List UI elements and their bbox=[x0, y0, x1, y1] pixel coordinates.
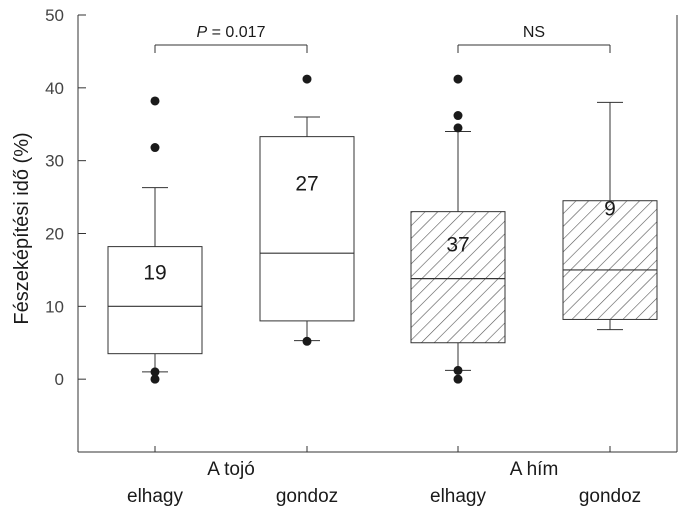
outlier-point bbox=[302, 336, 312, 346]
box-body bbox=[259, 136, 355, 322]
sample-size-label: 19 bbox=[143, 261, 166, 284]
significance-bracket bbox=[154, 44, 308, 53]
y-tick-label-0: 0 bbox=[55, 370, 64, 389]
outlier-point bbox=[302, 74, 312, 84]
significance-bracket bbox=[457, 44, 611, 53]
condition-label: elhagy bbox=[127, 486, 183, 507]
significance-label: NS bbox=[523, 24, 545, 41]
outlier-point bbox=[453, 74, 463, 84]
condition-label: elhagy bbox=[430, 486, 486, 507]
significance-label: P = 0.017 bbox=[197, 24, 266, 41]
group-label: A hím bbox=[510, 459, 559, 480]
outlier-point bbox=[453, 374, 463, 384]
sample-size-label: 37 bbox=[446, 233, 469, 256]
box-1 bbox=[259, 74, 355, 346]
y-tick-label-50: 50 bbox=[45, 6, 64, 25]
box-body bbox=[562, 200, 658, 320]
y-tick-label-40: 40 bbox=[45, 79, 64, 98]
outlier-point bbox=[453, 111, 463, 121]
y-tick-label-10: 10 bbox=[45, 297, 64, 316]
outlier-point bbox=[150, 143, 160, 153]
box-3 bbox=[562, 101, 658, 331]
outlier-point bbox=[150, 96, 160, 106]
group-label: A tojó bbox=[207, 459, 255, 480]
y-tick-label-30: 30 bbox=[45, 152, 64, 171]
y-tick-label-20: 20 bbox=[45, 225, 64, 244]
condition-label: gondoz bbox=[579, 486, 641, 507]
outlier-point bbox=[150, 374, 160, 384]
outlier-point bbox=[150, 367, 160, 377]
sample-size-label: 9 bbox=[604, 197, 616, 220]
outlier-point bbox=[453, 123, 463, 133]
box-body bbox=[107, 246, 203, 355]
box-0 bbox=[107, 96, 203, 384]
condition-label: gondoz bbox=[276, 486, 338, 507]
box-2 bbox=[410, 74, 506, 384]
outlier-point bbox=[453, 365, 463, 375]
sample-size-label: 27 bbox=[295, 173, 318, 196]
box-body bbox=[410, 211, 506, 344]
y-axis-title: Fészeképítési idő (%) bbox=[11, 132, 33, 324]
